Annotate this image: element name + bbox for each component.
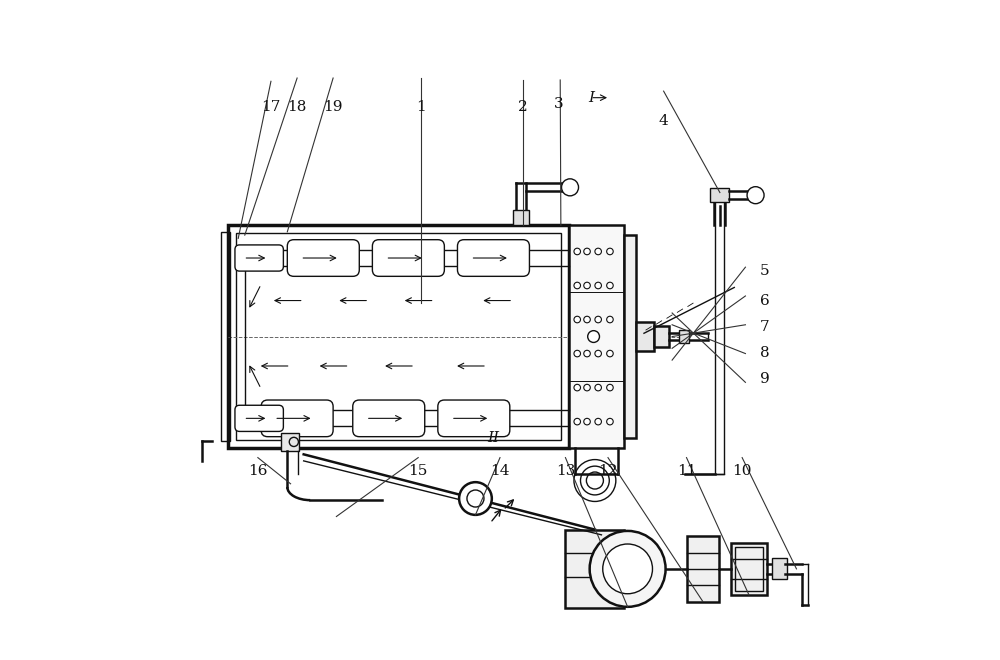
Circle shape (574, 350, 580, 357)
Circle shape (595, 282, 601, 289)
Circle shape (607, 282, 613, 289)
Bar (281, 433, 299, 451)
Text: 10: 10 (732, 464, 752, 478)
Text: 15: 15 (409, 464, 428, 478)
Circle shape (584, 384, 590, 391)
Bar (624, 235, 636, 438)
Circle shape (459, 482, 492, 515)
Bar (679, 330, 689, 343)
Text: 1: 1 (417, 100, 426, 114)
Text: II: II (487, 431, 499, 445)
Text: 14: 14 (490, 464, 510, 478)
Text: 11: 11 (677, 464, 696, 478)
Text: 8: 8 (760, 346, 770, 360)
Bar (565, 529, 624, 608)
Circle shape (603, 544, 652, 594)
Circle shape (574, 316, 580, 323)
Circle shape (595, 384, 601, 391)
FancyBboxPatch shape (235, 245, 283, 271)
Text: 12: 12 (598, 464, 618, 478)
Circle shape (607, 350, 613, 357)
Bar (710, 188, 729, 203)
Circle shape (595, 350, 601, 357)
Circle shape (584, 350, 590, 357)
Circle shape (607, 248, 613, 255)
Bar (236, 233, 561, 440)
Circle shape (574, 384, 580, 391)
FancyBboxPatch shape (353, 400, 425, 437)
Circle shape (574, 282, 580, 289)
Circle shape (584, 316, 590, 323)
Circle shape (607, 384, 613, 391)
Circle shape (588, 331, 599, 343)
FancyBboxPatch shape (261, 400, 333, 437)
Bar (228, 225, 569, 447)
Circle shape (574, 248, 580, 255)
Text: 16: 16 (248, 464, 268, 478)
Text: 7: 7 (760, 319, 770, 334)
Circle shape (607, 418, 613, 425)
Circle shape (562, 179, 579, 196)
FancyBboxPatch shape (287, 240, 359, 277)
Circle shape (595, 248, 601, 255)
Text: 9: 9 (760, 372, 770, 386)
Bar (735, 546, 763, 591)
FancyBboxPatch shape (372, 240, 444, 277)
Bar (772, 558, 787, 579)
Text: 19: 19 (323, 100, 343, 114)
Bar (654, 326, 669, 347)
Text: 6: 6 (760, 294, 770, 308)
Bar (636, 322, 654, 351)
FancyBboxPatch shape (438, 400, 510, 437)
Text: 3: 3 (554, 97, 564, 112)
Circle shape (584, 248, 590, 255)
Text: 17: 17 (261, 100, 281, 114)
Text: I: I (589, 90, 595, 105)
Bar (715, 199, 724, 474)
Circle shape (607, 316, 613, 323)
Circle shape (574, 418, 580, 425)
Bar (687, 536, 719, 602)
Bar (569, 225, 624, 447)
Text: 4: 4 (659, 114, 668, 127)
Circle shape (595, 316, 601, 323)
Circle shape (595, 418, 601, 425)
Text: 5: 5 (760, 264, 770, 278)
Text: 18: 18 (287, 100, 307, 114)
Text: 13: 13 (556, 464, 575, 478)
Circle shape (584, 282, 590, 289)
Bar (221, 232, 230, 442)
Circle shape (584, 418, 590, 425)
FancyBboxPatch shape (457, 240, 529, 277)
Bar (513, 210, 529, 225)
Bar (731, 543, 767, 595)
Text: 2: 2 (518, 100, 528, 114)
Circle shape (467, 490, 484, 507)
Circle shape (590, 531, 666, 607)
FancyBboxPatch shape (235, 405, 283, 432)
Circle shape (747, 187, 764, 204)
